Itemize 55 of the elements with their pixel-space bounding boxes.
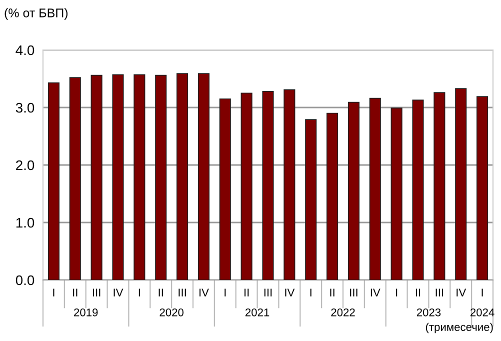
bar xyxy=(455,88,467,280)
text: 2021 xyxy=(245,308,270,316)
x-tick-label: IV xyxy=(456,288,466,296)
bar xyxy=(155,74,167,280)
bar xyxy=(434,92,446,280)
y-axis-title: (% от БВП) xyxy=(4,8,68,20)
y-tick-label: 2.0 xyxy=(16,160,34,170)
text: 2024 xyxy=(470,308,494,316)
bar xyxy=(48,82,60,280)
x-tick-label: I xyxy=(138,288,140,296)
x-tick-label: III xyxy=(436,288,444,296)
x-tick-label: IV xyxy=(285,288,295,296)
x-tick-label: I xyxy=(310,288,312,296)
bar xyxy=(284,89,296,280)
bar xyxy=(134,74,146,280)
x-tick-label: II xyxy=(416,288,420,296)
bar xyxy=(112,74,124,280)
text: 2020 xyxy=(160,308,184,316)
bar xyxy=(262,90,274,280)
text: 2019 xyxy=(74,308,98,316)
text: 2022 xyxy=(331,308,355,316)
bar xyxy=(476,96,488,280)
bar xyxy=(369,98,381,280)
x-tick-label: IV xyxy=(370,288,380,296)
x-tick-label: III xyxy=(350,288,358,296)
x-tick-label: I xyxy=(53,288,54,296)
x-tick-label: IV xyxy=(114,288,124,296)
y-tick-label: 1.0 xyxy=(16,218,34,228)
x-tick-label: II xyxy=(244,288,249,296)
bar xyxy=(326,112,338,280)
bar xyxy=(348,102,360,280)
x-tick-label: II xyxy=(158,288,163,296)
bar xyxy=(90,74,102,280)
x-tick-label: III xyxy=(178,288,186,296)
x-tick-label: III xyxy=(264,288,272,296)
text: 2023 xyxy=(416,308,441,316)
x-tick-label: III xyxy=(92,288,100,296)
x-tick-label: II xyxy=(73,288,78,296)
y-tick-label: 0.0 xyxy=(16,275,34,286)
x-tick-label: I xyxy=(482,288,483,296)
x-tick-label: I xyxy=(224,288,226,296)
bar xyxy=(69,77,81,280)
bar xyxy=(198,73,210,280)
y-tick-label: 4.0 xyxy=(16,45,34,56)
bar xyxy=(219,98,231,280)
x-tick-label: II xyxy=(330,288,334,296)
bar xyxy=(240,92,252,280)
bar xyxy=(305,119,317,280)
bar xyxy=(176,73,188,280)
bar xyxy=(412,100,424,280)
bar xyxy=(390,108,402,280)
y-tick-label: 3.0 xyxy=(16,102,34,113)
x-tick-label: IV xyxy=(199,288,209,296)
text: (тримесечие) xyxy=(426,322,493,334)
x-tick-label: I xyxy=(396,288,398,296)
